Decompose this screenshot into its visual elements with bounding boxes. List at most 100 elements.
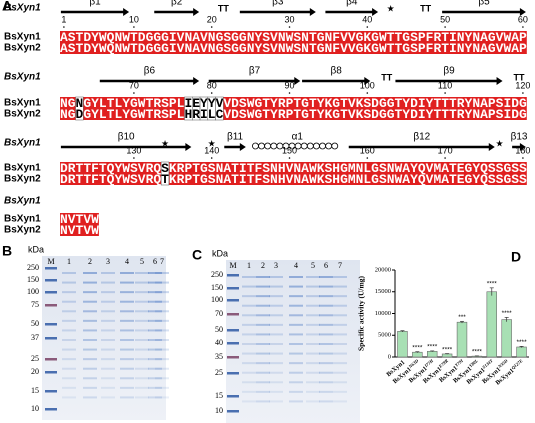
lane-band	[83, 358, 97, 361]
mismatch-box	[215, 96, 224, 121]
lane-band	[319, 285, 333, 288]
lane-band	[120, 358, 134, 361]
marker-band	[227, 372, 239, 375]
number-dot	[288, 26, 291, 28]
ss-label: β1	[89, 0, 101, 8]
lane-band	[269, 400, 283, 403]
ss-label: ★	[496, 138, 504, 148]
marker-band	[45, 304, 57, 307]
y-tick-label: 10000	[375, 310, 391, 317]
lane-band	[155, 319, 169, 322]
unit-label: kDa	[212, 248, 228, 258]
y-axis-label: Specific activity (U/mg)	[357, 276, 366, 351]
ss-label: TT	[420, 3, 431, 13]
lane-label: 2	[261, 261, 265, 270]
panel-label: A	[2, 0, 12, 14]
lane-band	[120, 329, 134, 332]
lane-band	[62, 281, 76, 284]
lane-band	[289, 314, 303, 317]
lane-band	[333, 276, 347, 278]
lane-band	[306, 333, 320, 336]
lane-band	[83, 310, 97, 313]
lane-band	[256, 323, 270, 326]
lane-label: 3	[106, 257, 110, 266]
panel-label: C	[192, 247, 202, 263]
sequence-name: BsXyn2	[4, 225, 41, 236]
lane-band	[242, 381, 256, 384]
category-superscript: I77H	[423, 358, 435, 369]
lane-band	[319, 390, 333, 393]
lane-band	[333, 285, 347, 288]
marker-label: 250	[27, 263, 39, 272]
panel-label: D	[511, 249, 521, 265]
marker-band	[45, 390, 57, 393]
sequence: NVTVW	[60, 223, 99, 238]
sequence-name: BsXyn2	[4, 43, 41, 54]
lane-band	[319, 323, 333, 326]
lane-band	[319, 304, 333, 307]
lane-band	[306, 381, 320, 384]
lane-band	[242, 333, 256, 336]
lane-band	[289, 400, 303, 403]
residue-number: 100	[360, 80, 375, 90]
lane-band	[319, 352, 333, 355]
lane-band	[256, 276, 270, 278]
lane-band	[256, 371, 270, 374]
residue-number: 70	[129, 80, 139, 90]
lane-band	[155, 348, 169, 351]
number-dot	[366, 157, 369, 159]
category-superscript: S134T	[481, 358, 494, 370]
lane-band	[101, 300, 115, 303]
lane-band	[135, 396, 149, 399]
lane-band	[306, 352, 320, 355]
lane-band	[101, 310, 115, 313]
lane-band	[101, 386, 115, 389]
marker-label: 40	[215, 338, 223, 347]
number-dot	[366, 26, 369, 28]
bar	[456, 321, 468, 358]
lane-band	[101, 396, 115, 399]
marker-band	[45, 337, 57, 340]
lane-band	[256, 390, 270, 393]
gel	[42, 256, 166, 420]
lane-band	[333, 352, 347, 355]
y-tick-label: 0	[388, 353, 391, 360]
residue-number: 90	[285, 80, 295, 90]
sequence: ASTDYWQNWTDGGGIVNAVNGSGGNYSVNWSNTGNFVVGK…	[60, 41, 527, 56]
significance: ****	[487, 281, 498, 288]
identity-box	[60, 162, 527, 185]
gel	[226, 260, 360, 423]
ss-arrow-head	[239, 143, 246, 151]
lane-band	[242, 390, 256, 393]
lane-band	[306, 323, 320, 326]
mismatch-box	[75, 96, 84, 121]
lane-band	[120, 386, 134, 389]
bar	[516, 346, 527, 358]
ss-label: β12	[413, 132, 430, 143]
lane-band	[148, 300, 162, 303]
lane-band	[120, 396, 134, 399]
lane-band	[101, 348, 115, 351]
lane-band	[333, 371, 347, 374]
lane-band	[62, 339, 76, 341]
lane-band	[256, 400, 270, 403]
marker-label: 250	[211, 270, 223, 279]
lane-label: 6	[153, 257, 157, 266]
ss-arrow-head	[488, 143, 495, 151]
lane-band	[148, 377, 162, 380]
lane-band	[155, 300, 169, 303]
lane-band	[62, 348, 76, 351]
lane-band	[62, 310, 76, 313]
lane-band	[62, 329, 76, 332]
ss-label: TT	[218, 3, 229, 13]
lane-band	[269, 314, 283, 317]
significance: ****	[412, 344, 423, 351]
lane-band	[256, 304, 270, 307]
lane-band	[101, 281, 115, 284]
lane-band	[83, 281, 97, 284]
number-dot	[522, 26, 524, 28]
lane-band	[83, 339, 97, 341]
ss-label: β6	[144, 66, 156, 77]
number-dot	[210, 26, 213, 28]
